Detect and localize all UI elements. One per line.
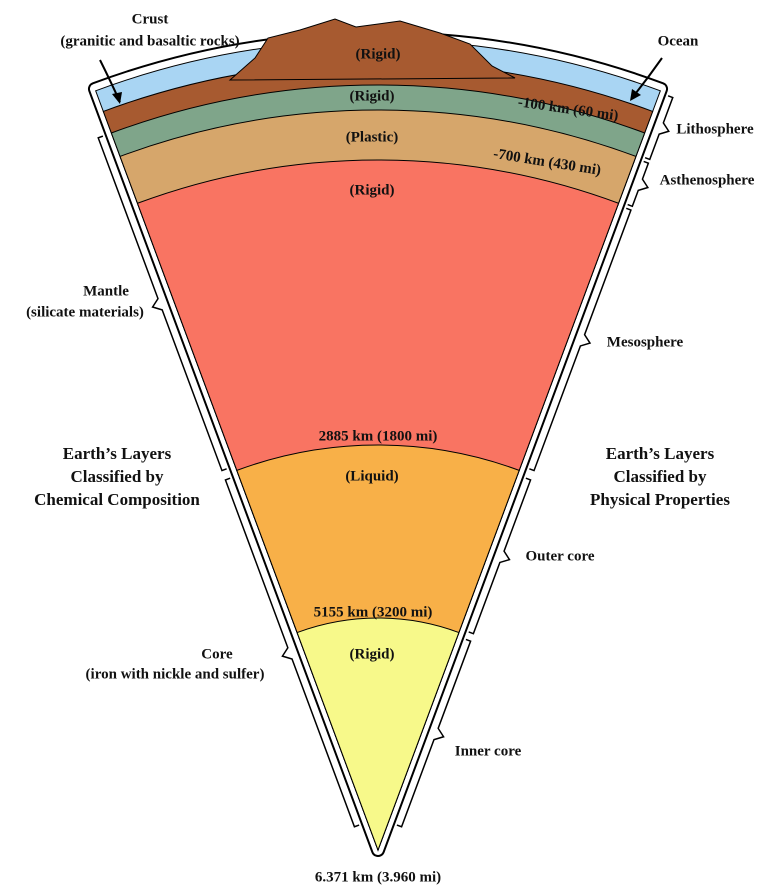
chemical-heading: Classified by — [70, 467, 164, 486]
core-subtitle: (iron with nickle and sulfer) — [86, 666, 265, 682]
physical-layer: Asthenosphere — [660, 172, 755, 188]
physical-layer: Mesosphere — [607, 334, 684, 350]
layer-state: (Rigid) — [350, 88, 395, 104]
layer-state: (Rigid) — [350, 182, 395, 198]
physical-heading: Physical Properties — [590, 490, 730, 509]
chemical-heading: Earth’s Layers — [63, 444, 172, 463]
layer-state: (Rigid) — [356, 46, 401, 62]
core-title: Core — [201, 646, 233, 662]
earth-layers-diagram: Crust (granitic and basaltic rocks) Ocea… — [0, 0, 765, 888]
crust-subtitle: (granitic and basaltic rocks) — [60, 33, 239, 49]
ocean-label: Ocean — [658, 33, 699, 49]
layer-state: (Liquid) — [345, 468, 398, 484]
physical-heading: Earth’s Layers — [606, 444, 715, 463]
physical-layer: Lithosphere — [676, 121, 754, 137]
physical-heading: Classified by — [613, 467, 707, 486]
physical-layer: Outer core — [525, 548, 594, 564]
crust-title: Crust — [132, 11, 169, 27]
layer-state: (Rigid) — [350, 646, 395, 662]
chemical-heading: Chemical Composition — [34, 490, 200, 509]
mantle-title: Mantle — [83, 283, 129, 299]
mantle-subtitle: (silicate materials) — [26, 304, 144, 320]
center-depth: 6.371 km (3.960 mi) — [315, 869, 441, 885]
physical-layer: Inner core — [455, 743, 522, 759]
layer-state: (Plastic) — [346, 129, 398, 145]
boundary-label: 2885 km (1800 mi) — [319, 428, 438, 444]
boundary-label: 5155 km (3200 mi) — [314, 604, 433, 620]
